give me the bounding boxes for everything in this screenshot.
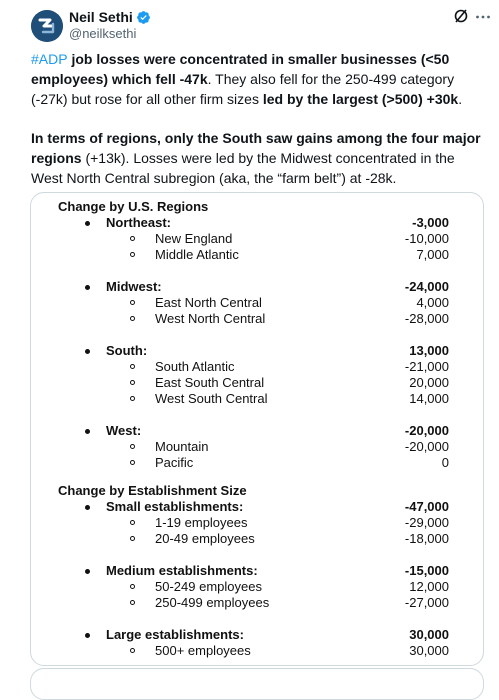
table-row: 1-19 employees -29,000 bbox=[31, 515, 483, 531]
verified-badge-icon bbox=[136, 10, 150, 24]
table-row: 250-499 employees -27,000 bbox=[31, 595, 483, 611]
tweet-bold-text: led by the largest (>500) +30k bbox=[262, 91, 459, 107]
bullet-icon bbox=[85, 285, 90, 290]
table-row: Midwest: -24,000 bbox=[31, 279, 483, 295]
sub-bullet-icon bbox=[130, 252, 135, 257]
sub-bullet-icon bbox=[130, 600, 135, 605]
table-row: Medium establishments: -15,000 bbox=[31, 563, 483, 579]
table-row: South: 13,000 bbox=[31, 343, 483, 359]
sub-bullet-icon bbox=[130, 648, 135, 653]
tweet-bold-text: In terms of regions, only the South saw … bbox=[31, 130, 481, 166]
sub-bullet-icon bbox=[130, 536, 135, 541]
size-header: Change by Establishment Size bbox=[58, 483, 247, 498]
attached-image-2[interactable] bbox=[30, 668, 484, 700]
sub-bullet-icon bbox=[130, 396, 135, 401]
tweet-text-span: . They also fell for the 250-499 categor… bbox=[31, 71, 455, 107]
table-row: New England -10,000 bbox=[31, 231, 483, 247]
table-row: East South Central 20,000 bbox=[31, 375, 483, 391]
neil-sethi-logo-icon bbox=[31, 10, 63, 42]
avatar[interactable] bbox=[31, 10, 63, 42]
table-row: East North Central 4,000 bbox=[31, 295, 483, 311]
regions-header: Change by U.S. Regions bbox=[58, 199, 209, 214]
author-name[interactable]: Neil Sethi bbox=[69, 9, 133, 25]
tweet-header: Neil Sethi @neilksethi bbox=[31, 8, 491, 44]
sub-bullet-icon bbox=[130, 236, 135, 241]
tweet-paragraph-1: #ADP job losses were concentrated in sma… bbox=[31, 49, 483, 109]
table-row: Northeast: -3,000 bbox=[31, 215, 483, 231]
bullet-icon bbox=[85, 429, 90, 434]
tweet-bold-text: job losses were concentrated in smaller … bbox=[31, 51, 450, 87]
table-row: Large establishments: 30,000 bbox=[31, 627, 483, 643]
table-row: Middle Atlantic 7,000 bbox=[31, 247, 483, 263]
author-handle[interactable]: @neilksethi bbox=[69, 26, 137, 41]
table-row: Mountain -20,000 bbox=[31, 439, 483, 455]
table-row: 500+ employees 30,000 bbox=[31, 643, 483, 659]
grok-icon[interactable] bbox=[453, 8, 469, 24]
sub-bullet-icon bbox=[130, 584, 135, 589]
sub-bullet-icon bbox=[130, 380, 135, 385]
sub-bullet-icon bbox=[130, 460, 135, 465]
table-row: 20-49 employees -18,000 bbox=[31, 531, 483, 547]
more-options-icon[interactable] bbox=[475, 9, 491, 25]
table-row: Small establishments: -47,000 bbox=[31, 499, 483, 515]
tweet-text: #ADP job losses were concentrated in sma… bbox=[31, 49, 483, 207]
sub-bullet-icon bbox=[130, 364, 135, 369]
bullet-icon bbox=[85, 221, 90, 226]
table-row: Pacific 0 bbox=[31, 455, 483, 471]
sub-bullet-icon bbox=[130, 300, 135, 305]
hashtag-link[interactable]: #ADP bbox=[31, 51, 68, 67]
tweet-text-span: (+13k). Losses were led by the Midwest c… bbox=[31, 150, 455, 186]
employment-change-table: Change by U.S. Regions Northeast: -3,000 … bbox=[31, 193, 483, 665]
tweet-text-span: . bbox=[458, 91, 463, 107]
sub-bullet-icon bbox=[130, 444, 135, 449]
bullet-icon bbox=[85, 349, 90, 354]
tweet-paragraph-2: In terms of regions, only the South saw … bbox=[31, 128, 483, 188]
bullet-icon bbox=[85, 505, 90, 510]
bullet-icon bbox=[85, 569, 90, 574]
bullet-icon bbox=[85, 633, 90, 638]
table-row: 50-249 employees 12,000 bbox=[31, 579, 483, 595]
table-row: West North Central -28,000 bbox=[31, 311, 483, 327]
sub-bullet-icon bbox=[130, 520, 135, 525]
table-row: South Atlantic -21,000 bbox=[31, 359, 483, 375]
table-row: West South Central 14,000 bbox=[31, 391, 483, 407]
sub-bullet-icon bbox=[130, 316, 135, 321]
table-row: West: -20,000 bbox=[31, 423, 483, 439]
attached-image[interactable]: Change by U.S. Regions Northeast: -3,000 … bbox=[30, 192, 484, 666]
